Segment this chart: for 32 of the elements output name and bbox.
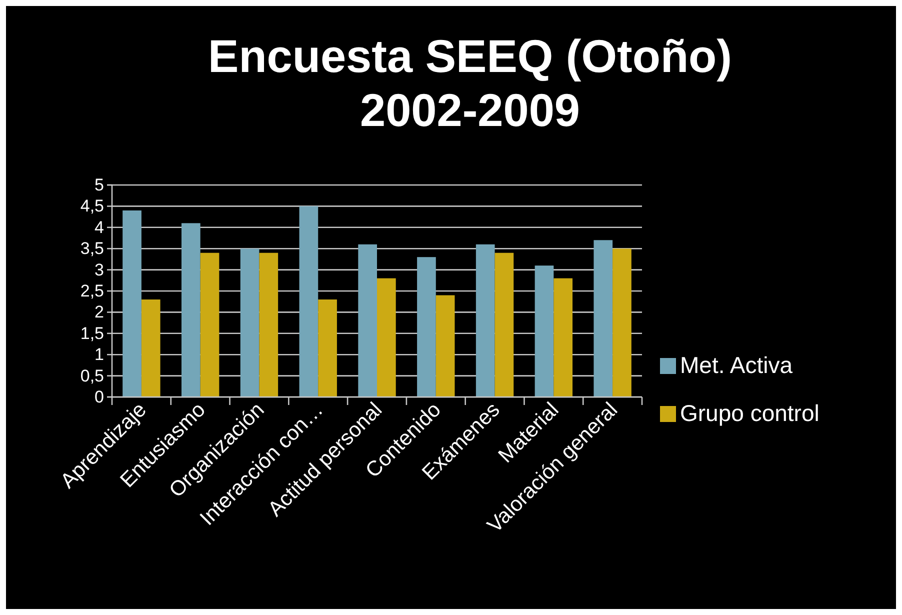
y-tick-label: 3: [94, 260, 104, 280]
bar: [436, 295, 455, 397]
bar: [476, 244, 495, 397]
bar: [594, 240, 613, 397]
y-tick-label: 0: [94, 387, 104, 406]
y-tick-label: 4,5: [80, 196, 104, 216]
bar: [358, 244, 377, 397]
legend-label: Met. Activa: [680, 352, 793, 378]
bar: [200, 252, 220, 397]
bar: [417, 257, 436, 397]
legend-label: Grupo control: [680, 400, 820, 426]
y-tick-label: 4: [94, 218, 104, 237]
bar: [181, 223, 200, 397]
bar: [494, 252, 514, 397]
y-tick-label: 5: [94, 175, 104, 194]
bar: [141, 299, 160, 397]
y-tick-label: 0,5: [80, 366, 104, 386]
bar: [534, 266, 554, 397]
y-tick-label: 2,5: [80, 281, 104, 300]
chart-title: Encuesta SEEQ (Otoño) 2002-2009: [208, 30, 732, 136]
bar: [240, 248, 260, 397]
bar: [299, 206, 318, 397]
y-tick-label: 2: [94, 302, 104, 322]
y-tick-label: 1: [94, 345, 104, 364]
bar: [377, 278, 396, 397]
bar: [612, 248, 632, 397]
bar: [259, 252, 278, 397]
bar: [318, 299, 337, 397]
bar: [554, 278, 573, 397]
bar: [122, 210, 142, 397]
y-tick-label: 1,5: [80, 324, 104, 343]
y-tick-label: 3,5: [80, 239, 104, 258]
